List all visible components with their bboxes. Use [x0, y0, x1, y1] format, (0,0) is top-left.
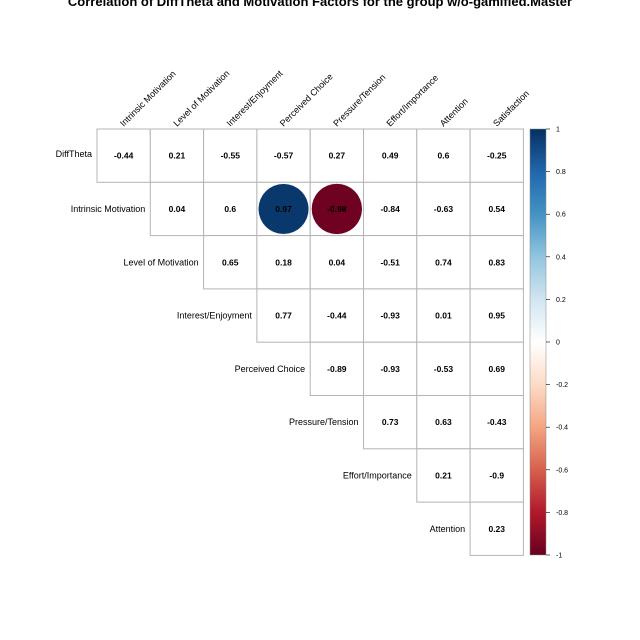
column-label-satisfaction: Satisfaction	[491, 88, 531, 128]
cell-1-7	[469, 181, 524, 237]
cell-value-4-5: -0.93	[380, 364, 400, 374]
cell-value-1-2: 0.6	[224, 204, 236, 214]
cell-2-4	[309, 235, 365, 290]
cell-value-2-2: 0.65	[222, 257, 239, 267]
colorbar-tick-label: 0.2	[556, 297, 566, 304]
colorbar-tick-label: -1	[556, 553, 562, 560]
colorbar-tick-label: 0.4	[556, 254, 566, 261]
cell-7-7	[469, 501, 524, 556]
cell-value-3-3: 0.77	[275, 311, 292, 321]
cell-value-1-4: -0.98	[327, 204, 347, 214]
cell-value-0-7: -0.25	[487, 151, 507, 161]
cell-value-3-5: -0.93	[380, 311, 400, 321]
cell-0-6	[416, 128, 471, 183]
column-label-attention: Attention	[438, 96, 470, 128]
row-label-intrinsic-motivation: Intrinsic Motivation	[71, 204, 146, 214]
colorbar-tick-label: -0.2	[556, 382, 568, 389]
cell-3-4	[309, 288, 365, 343]
cell-0-5	[363, 128, 418, 183]
cell-2-6	[416, 235, 471, 290]
cell-3-7	[469, 288, 524, 343]
column-label-intrinsic-motivation: Intrinsic Motivation	[118, 69, 178, 129]
row-label-perceived-choice: Perceived Choice	[235, 364, 306, 374]
cell-value-2-4: 0.04	[329, 257, 346, 267]
cell-value-2-3: 0.18	[275, 257, 292, 267]
cell-2-5	[363, 235, 418, 290]
cell-value-3-7: 0.95	[488, 311, 505, 321]
colorbar-tick-label: -0.6	[556, 467, 568, 474]
cell-value-6-6: 0.21	[435, 470, 452, 480]
cell-value-0-4: 0.27	[329, 151, 346, 161]
column-label-level-of-motivation: Level of Motivation	[171, 68, 231, 128]
cell-value-0-1: 0.21	[169, 151, 186, 161]
cell-6-6	[416, 448, 471, 503]
cell-value-0-0: -0.44	[114, 151, 134, 161]
row-label-interest-enjoyment: Interest/Enjoyment	[177, 311, 253, 321]
colorbar-tick-label: 0.6	[556, 212, 566, 219]
cell-value-0-3: -0.57	[274, 151, 294, 161]
cell-value-1-7: 0.54	[488, 204, 505, 214]
cell-6-7	[469, 448, 524, 503]
cell-0-3	[256, 128, 311, 183]
cell-1-6	[416, 181, 471, 237]
cell-3-6	[416, 288, 471, 343]
cell-circle-1-3	[258, 183, 310, 235]
cell-4-6	[416, 341, 471, 397]
cell-circle-1-4	[311, 183, 363, 235]
cell-value-3-6: 0.01	[435, 311, 452, 321]
row-label-attention: Attention	[430, 524, 466, 534]
cell-2-2	[203, 235, 258, 290]
cell-value-1-3: 0.97	[275, 204, 292, 214]
cell-value-1-5: -0.84	[380, 204, 400, 214]
cell-4-4	[309, 341, 365, 397]
cell-value-1-6: -0.63	[434, 204, 454, 214]
cell-value-4-6: -0.53	[434, 364, 454, 374]
cell-2-3	[256, 235, 311, 290]
chart-title: Correlation of DiffTheta and Motivation …	[68, 0, 572, 9]
colorbar-tick-label: -0.8	[556, 510, 568, 517]
colorbar-tick-label: 0	[556, 340, 560, 347]
cell-0-2	[203, 128, 258, 183]
cell-0-0	[96, 128, 151, 183]
cell-value-4-4: -0.89	[327, 364, 347, 374]
cell-value-5-5: 0.73	[382, 417, 399, 427]
cell-value-4-7: 0.69	[488, 364, 505, 374]
row-labels: DiffTheta Intrinsic Motivation Level of Mo…	[56, 149, 465, 534]
cell-value-5-6: 0.63	[435, 417, 452, 427]
column-label-perceived-choice: Perceived Choice	[278, 71, 335, 128]
row-label-level-of-motivation: Level of Motivation	[124, 257, 199, 267]
cell-value-0-2: -0.55	[221, 151, 241, 161]
colorbar-tick-label: 0.8	[556, 169, 566, 176]
cell-value-6-7: -0.9	[489, 470, 504, 480]
cell-value-2-7: 0.83	[488, 257, 505, 267]
colorbar: 1 0.8 0.6 0.4 0.2 0 -0.2 -0.4 -0.6 -0.8 -1	[529, 127, 568, 560]
row-label-difftheta: DiffTheta	[56, 149, 92, 159]
cell-value-2-6: 0.74	[435, 257, 452, 267]
cell-2-7	[469, 235, 524, 290]
cell-value-2-5: -0.51	[380, 257, 400, 267]
cell-value-5-7: -0.43	[487, 417, 507, 427]
matrix-cells: -0.44 0.21 -0.55 -0.57 0.27 0.49 0.6 -0.25 0.04 0…	[96, 128, 524, 556]
cell-value-3-4: -0.44	[327, 311, 347, 321]
column-label-interest-enjoyment: Interest/Enjoyment	[225, 68, 285, 128]
cell-value-7-7: 0.23	[488, 524, 505, 534]
cell-value-0-5: 0.49	[382, 151, 399, 161]
colorbar-tick-label: -0.4	[556, 425, 568, 432]
cell-value-0-6: 0.6	[438, 151, 450, 161]
cell-0-4	[309, 128, 365, 183]
row-label-pressure-tension: Pressure/Tension	[289, 417, 359, 427]
column-label-pressure-tension: Pressure/Tension	[331, 72, 387, 128]
colorbar-tick-label: 1	[556, 127, 560, 134]
row-label-effort-importance: Effort/Importance	[343, 470, 412, 480]
colorbar-gradient	[529, 128, 547, 556]
cell-value-1-1: 0.04	[169, 204, 186, 214]
cell-0-7	[469, 128, 524, 183]
column-label-effort-importance: Effort/Importance	[384, 73, 440, 129]
